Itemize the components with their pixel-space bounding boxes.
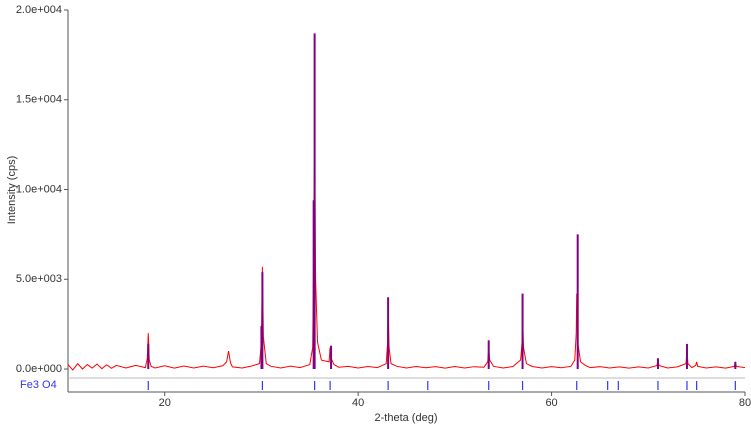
y-tick-label: 0.0e+000 [16, 363, 62, 375]
measured-line [67, 135, 746, 371]
x-tick-label: 20 [159, 397, 171, 409]
reference-label: Fe3 O4 [20, 379, 57, 391]
y-tick-label: 1.5e+004 [16, 94, 62, 106]
y-tick-label: 1.0e+004 [16, 183, 62, 195]
x-tick-label: 80 [739, 397, 751, 409]
y-tick-label: 2.0e+004 [16, 4, 62, 16]
x-tick-label: 60 [545, 397, 557, 409]
x-tick-label: 40 [352, 397, 364, 409]
y-axis-title: Intensity (cps) [6, 156, 18, 224]
y-tick-label: 5.0e+003 [16, 273, 62, 285]
x-axis-title: 2-theta (deg) [375, 412, 438, 424]
